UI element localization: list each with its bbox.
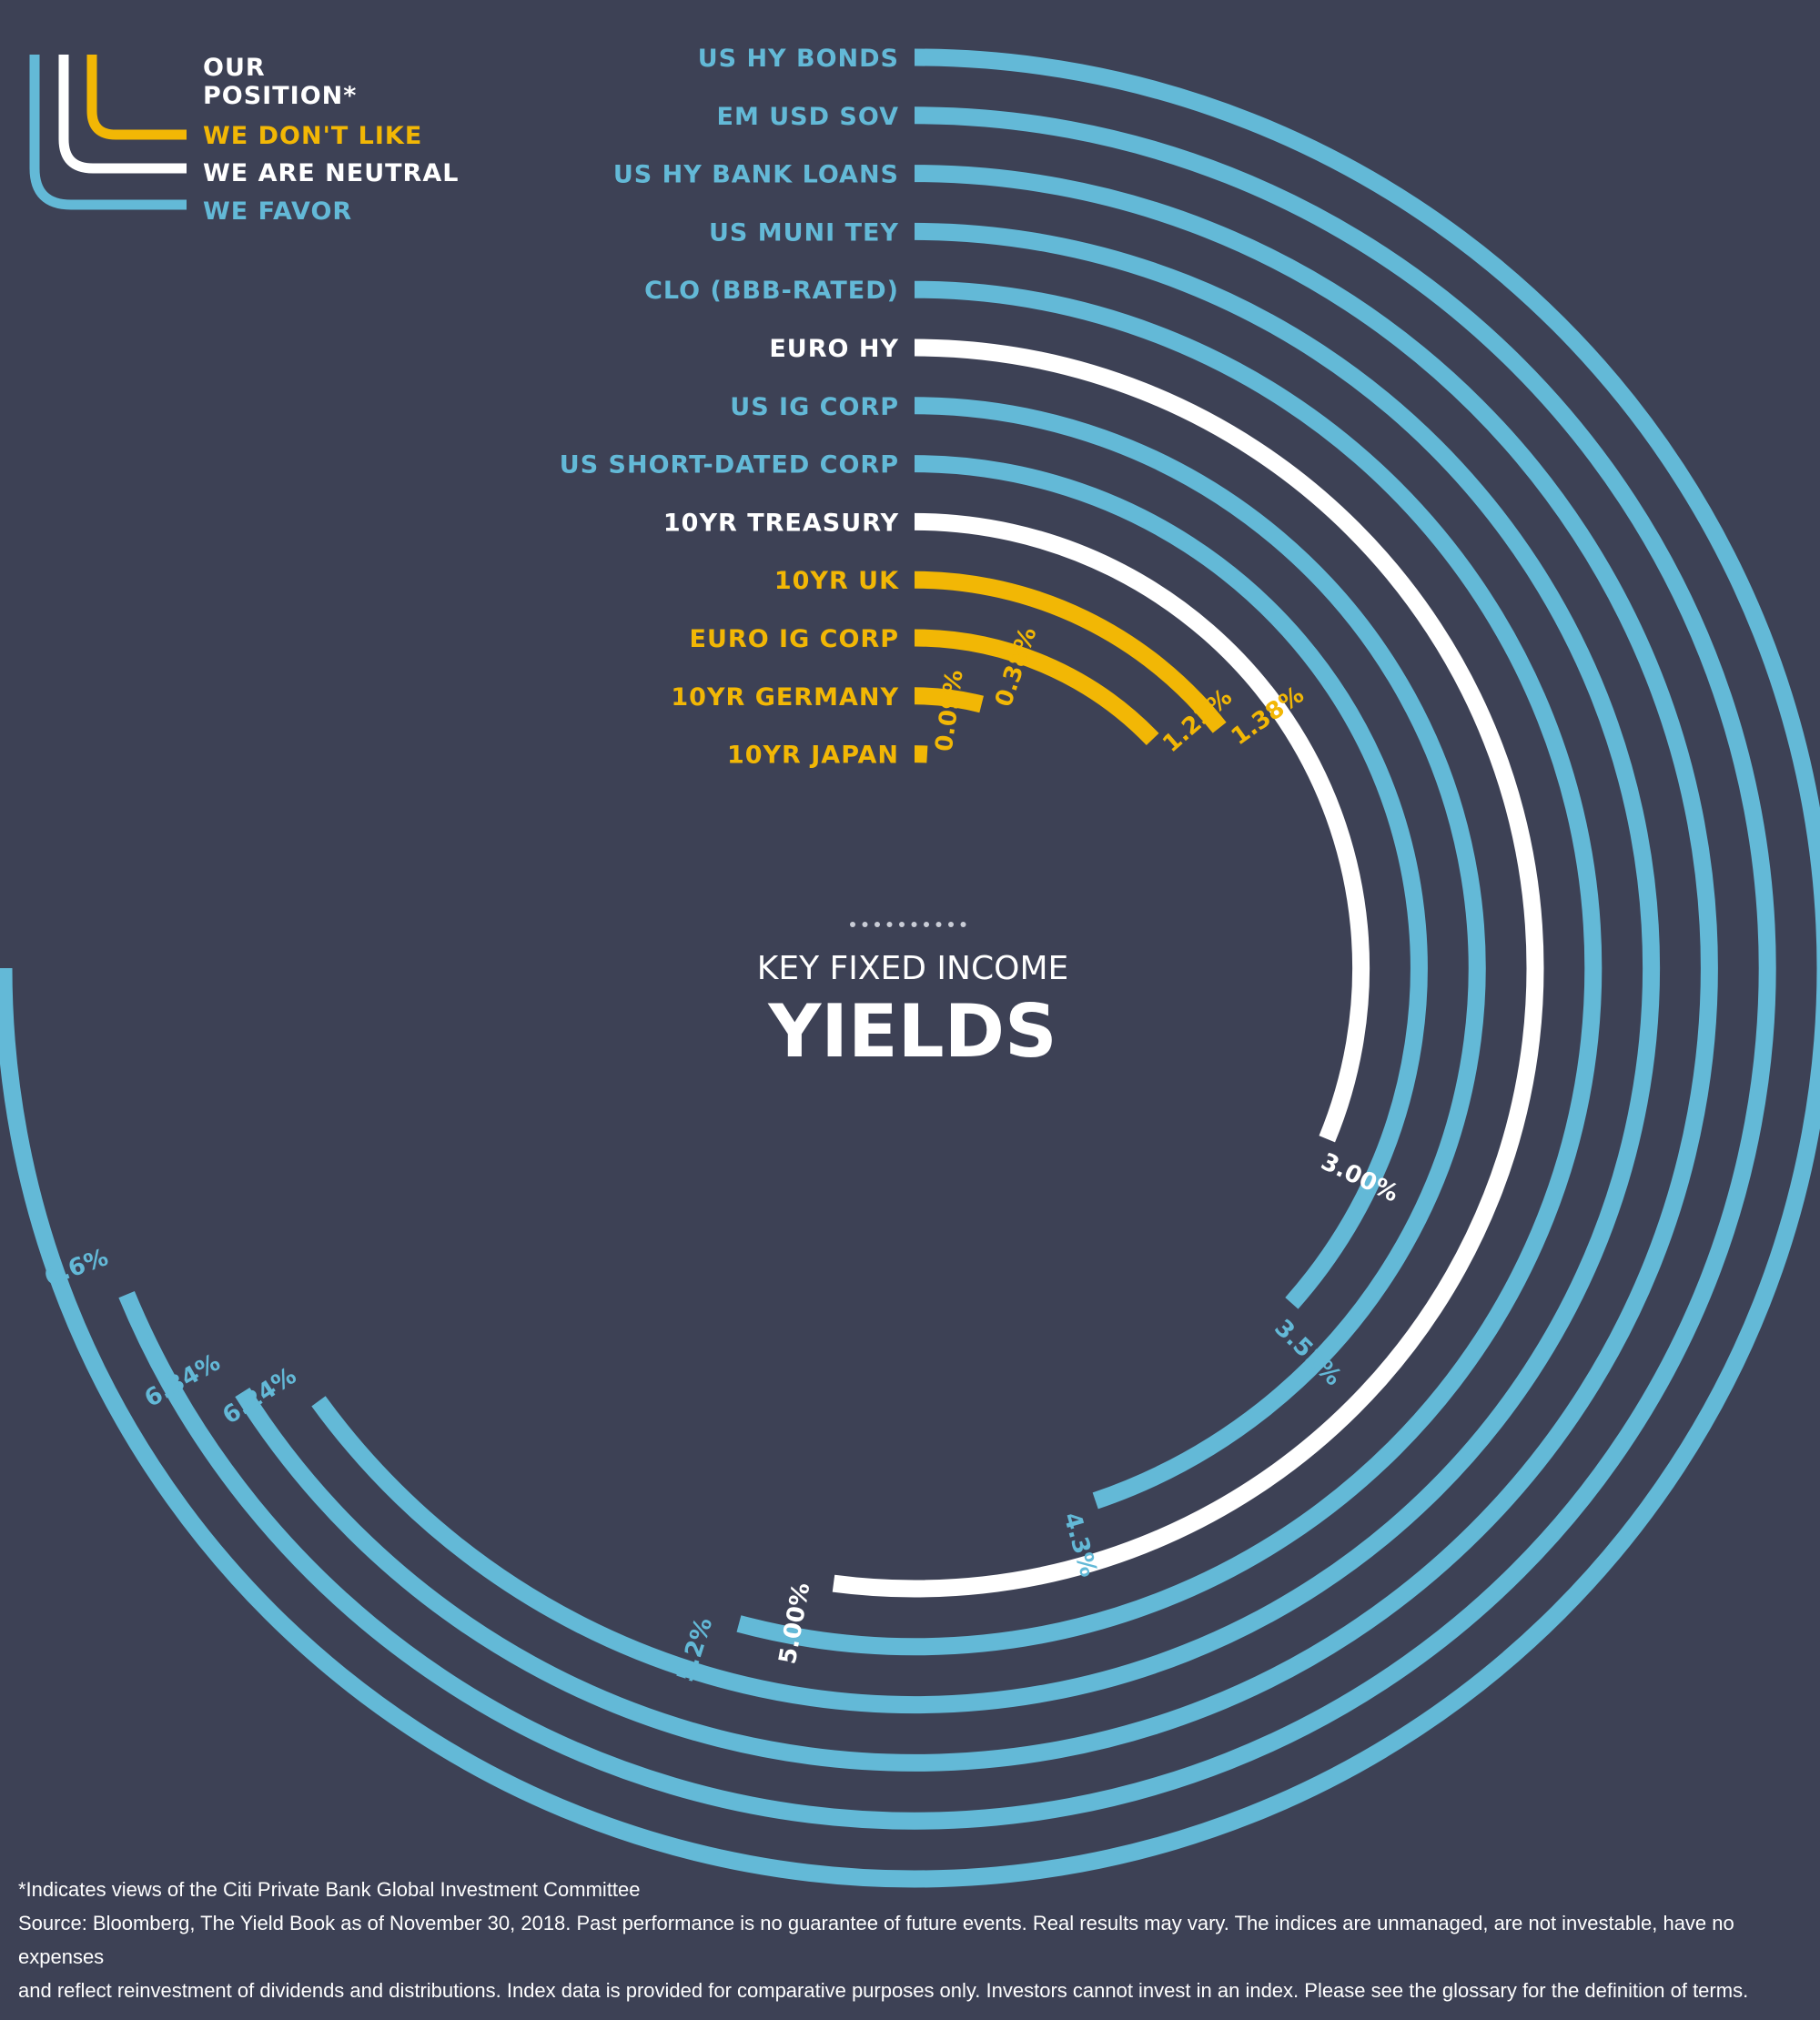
category-label-us-short-dated-corp: US SHORT-DATED CORP xyxy=(560,451,899,480)
legend: OUR POSITION* WE DON'T LIKE WE ARE NEUTR… xyxy=(29,54,459,226)
value-label-euro-hy: 5.00% xyxy=(774,1581,816,1666)
arc-10yr-uk xyxy=(914,571,1227,733)
footer-source-line1: Source: Bloomberg, The Yield Book as of … xyxy=(18,1912,1734,1968)
center-title: KEY FIXED INCOME YIELDS xyxy=(757,922,1069,1074)
value-label-10yr-japan: 0.09% xyxy=(931,668,969,752)
category-label-us-hy-bonds: US HY BONDS xyxy=(698,45,899,73)
category-label-10yr-japan: 10YR JAPAN xyxy=(727,742,899,770)
value-label-us-hy-bonds: 7.2% xyxy=(0,906,1,936)
title-dot xyxy=(862,922,868,927)
category-label-us-hy-bank-loans: US HY BANK LOANS xyxy=(613,161,899,189)
title-dot xyxy=(948,922,954,927)
category-label-em-usd-sov: EM USD SOV xyxy=(717,103,899,131)
arc-euro-ig-corp xyxy=(914,629,1159,745)
title-dot xyxy=(899,922,905,927)
title-dot xyxy=(886,922,893,927)
title-dot xyxy=(850,922,855,927)
arc-us-ig-corp xyxy=(914,397,1486,1510)
legend-favor-line xyxy=(29,55,187,210)
category-label-euro-ig-corp: EURO IG CORP xyxy=(690,625,899,653)
legend-neutral-line xyxy=(58,55,187,174)
category-label-10yr-uk: 10YR UK xyxy=(774,567,899,595)
category-label-clo-bbb-rated: CLO (BBB-RATED) xyxy=(644,277,899,305)
title-dot xyxy=(960,922,966,927)
category-label-euro-hy: EURO HY xyxy=(769,335,899,363)
category-label-10yr-germany: 10YR GERMANY xyxy=(671,683,899,712)
footer-source-line2: and reflect reinvestment of dividends an… xyxy=(18,1979,1749,2002)
legend-dont-like-label: WE DON'T LIKE xyxy=(203,122,422,150)
chart-title: YIELDS xyxy=(767,989,1057,1074)
title-dot xyxy=(911,922,917,927)
legend-favor-label: WE FAVOR xyxy=(203,197,352,226)
legend-neutral-label: WE ARE NEUTRAL xyxy=(203,159,459,187)
title-dot xyxy=(924,922,929,927)
legend-title-line1: OUR xyxy=(203,54,266,82)
legend-dont-like-line xyxy=(86,55,187,140)
footer: *Indicates views of the Citi Private Ban… xyxy=(18,1873,1802,2007)
arc-clo-bbb-rated xyxy=(736,280,1603,1656)
arc-us-hy-bonds xyxy=(0,48,1820,1888)
legend-title-line2: POSITION* xyxy=(203,82,357,110)
arc-10yr-treasury xyxy=(914,512,1370,1143)
arc-10yr-germany xyxy=(914,687,984,713)
arc-euro-hy xyxy=(832,338,1544,1598)
arc-us-muni-tey xyxy=(311,222,1661,1714)
arc-us-hy-bank-loans xyxy=(235,165,1718,1772)
footer-note: *Indicates views of the Citi Private Ban… xyxy=(18,1878,641,1901)
category-label-us-ig-corp: US IG CORP xyxy=(730,393,899,421)
category-label-us-muni-tey: US MUNI TEY xyxy=(709,218,899,247)
title-dot xyxy=(935,922,942,927)
arc-us-short-dated-corp xyxy=(914,455,1428,1309)
arc-em-usd-sov xyxy=(118,106,1776,1830)
chart-subtitle: KEY FIXED INCOME xyxy=(757,950,1069,987)
title-dots xyxy=(850,922,966,927)
title-dot xyxy=(875,922,880,927)
category-label-10yr-treasury: 10YR TREASURY xyxy=(663,509,899,537)
